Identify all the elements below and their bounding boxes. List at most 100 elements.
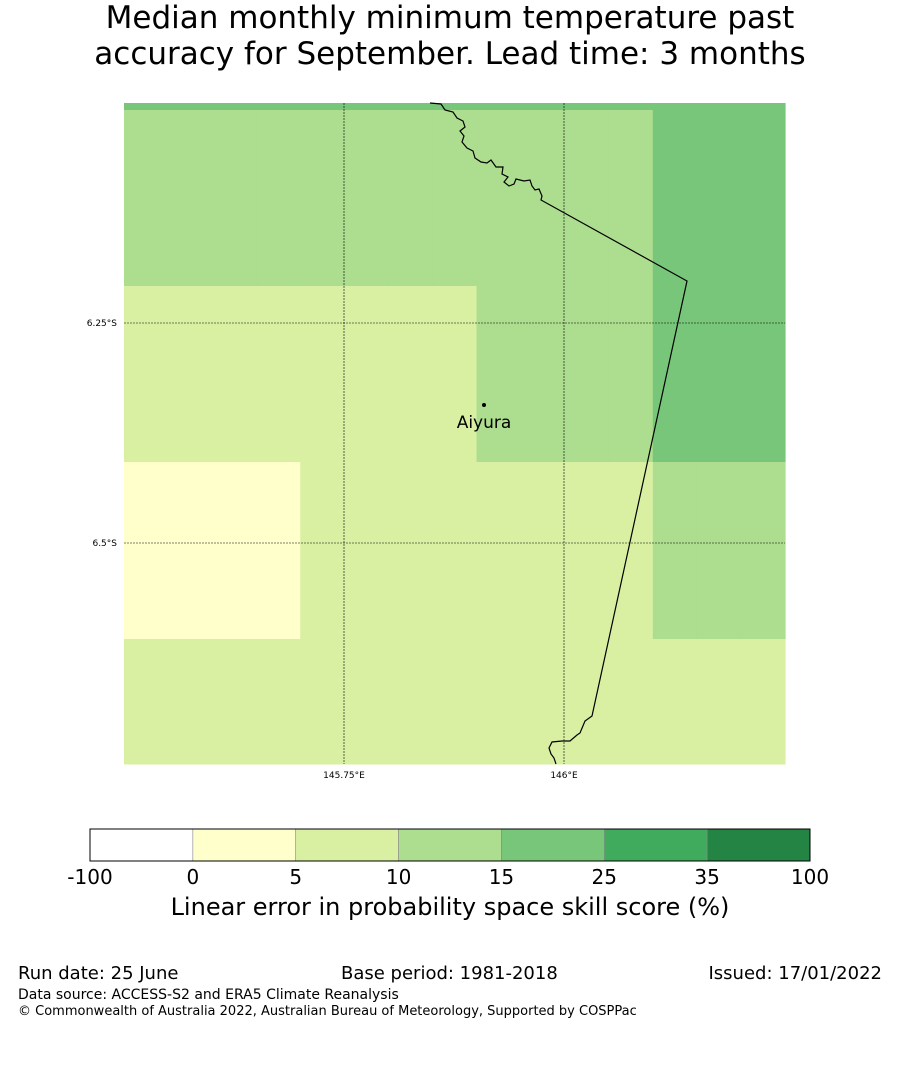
map-cell (608, 462, 654, 640)
colorbar-tick-label: 100 (791, 865, 829, 889)
map-cell (432, 286, 478, 463)
map-cell (652, 639, 698, 765)
run-date: Run date: 25 June (18, 963, 179, 984)
map-cell (212, 639, 257, 765)
map-cell (476, 462, 522, 640)
colorbar-tick-label: -100 (67, 865, 112, 889)
colorbar-swatch (89, 828, 194, 862)
colorbar-swatch (501, 828, 605, 862)
map-cell (124, 286, 169, 463)
map-cell (256, 103, 301, 111)
map-cell (168, 110, 213, 287)
colorbar-swatch (706, 828, 811, 862)
map-cell (124, 103, 169, 111)
map-cell (256, 286, 301, 463)
map-cell (696, 286, 742, 463)
map-cell (388, 462, 434, 640)
map-cell (344, 110, 389, 287)
base-period: Base period: 1981-2018 (341, 963, 558, 984)
map-cell (344, 286, 389, 463)
map-cell (520, 462, 566, 640)
map-cell (564, 639, 610, 765)
map-cell (344, 103, 389, 111)
map-cell (476, 639, 522, 765)
map-cell (652, 286, 698, 463)
colorbar: -100 0 5 10 15 25 35 100 (67, 828, 829, 889)
map-cell (740, 103, 786, 111)
map-cell (432, 110, 478, 287)
map-cell (344, 639, 389, 765)
map-cell (564, 110, 610, 287)
map-cell (564, 103, 610, 111)
map-cell (696, 103, 742, 111)
map-cell (740, 639, 786, 765)
lon-tick-label: 145.75°E (323, 771, 365, 781)
map-cell (520, 286, 566, 463)
map-cell (256, 639, 301, 765)
map-cell (212, 103, 257, 111)
location-marker (482, 403, 486, 407)
title-line-2: accuracy for September. Lead time: 3 mon… (94, 36, 806, 72)
map-cell (564, 286, 610, 463)
map-cell (652, 462, 698, 640)
map-cell (520, 110, 566, 287)
colorbar-swatch (603, 828, 708, 862)
map-cell (168, 462, 213, 640)
colorbar-tick-label: 5 (289, 865, 302, 889)
map-cell (696, 639, 742, 765)
map-cell (300, 639, 345, 765)
map-cell (476, 103, 522, 111)
map-cell (740, 462, 786, 640)
colorbar-tick-label: 15 (489, 865, 514, 889)
map-cell (168, 639, 213, 765)
issued-date: Issued: 17/01/2022 (708, 963, 882, 984)
map-cell (608, 110, 654, 287)
location-label: Aiyura (457, 413, 512, 433)
map-cell (388, 103, 434, 111)
title-line-1: Median monthly minimum temperature past (105, 0, 795, 36)
map-cell (388, 110, 434, 287)
map-cell (432, 639, 478, 765)
map-cell (476, 286, 522, 463)
map-cell (388, 639, 434, 765)
lat-tick-label: 6.25°S (87, 319, 118, 329)
data-source: Data source: ACCESS-S2 and ERA5 Climate … (18, 987, 399, 1003)
map-cell (168, 286, 213, 463)
map-cell (344, 462, 389, 640)
map-cell (608, 103, 654, 111)
map-cell (476, 110, 522, 287)
map-cell (608, 286, 654, 463)
map-cell (520, 639, 566, 765)
coastline (429, 102, 688, 765)
map-cell (432, 103, 478, 111)
chart-title: Median monthly minimum temperature past … (0, 0, 900, 72)
map-cell (256, 462, 301, 640)
map-cell (124, 462, 169, 640)
map-cell (652, 103, 698, 111)
map-cell (300, 103, 345, 111)
map-cell (124, 110, 169, 287)
colorbar-swatch (192, 828, 297, 862)
lon-tick-label: 146°E (550, 771, 578, 781)
colorbar-swatch (295, 828, 399, 862)
colorbar-frame (89, 828, 811, 862)
colorbar-label: Linear error in probability space skill … (170, 893, 730, 921)
map-cell (696, 110, 742, 287)
copyright: © Commonwealth of Australia 2022, Austra… (18, 1004, 637, 1019)
colorbar-tick-label: 35 (694, 865, 719, 889)
map-cell (168, 103, 213, 111)
map-cell (300, 462, 345, 640)
map-cell (520, 103, 566, 111)
skill-grid (124, 103, 786, 765)
map-cell (564, 462, 610, 640)
colorbar-tick-label: 25 (592, 865, 617, 889)
map-cell (212, 286, 257, 463)
map-cell (696, 462, 742, 640)
lat-tick-label: 6.5°S (92, 539, 117, 549)
map-cell (124, 639, 169, 765)
map-cell (256, 110, 301, 287)
map-cell (608, 639, 654, 765)
map-cell (740, 110, 786, 287)
map-cell (300, 110, 345, 287)
